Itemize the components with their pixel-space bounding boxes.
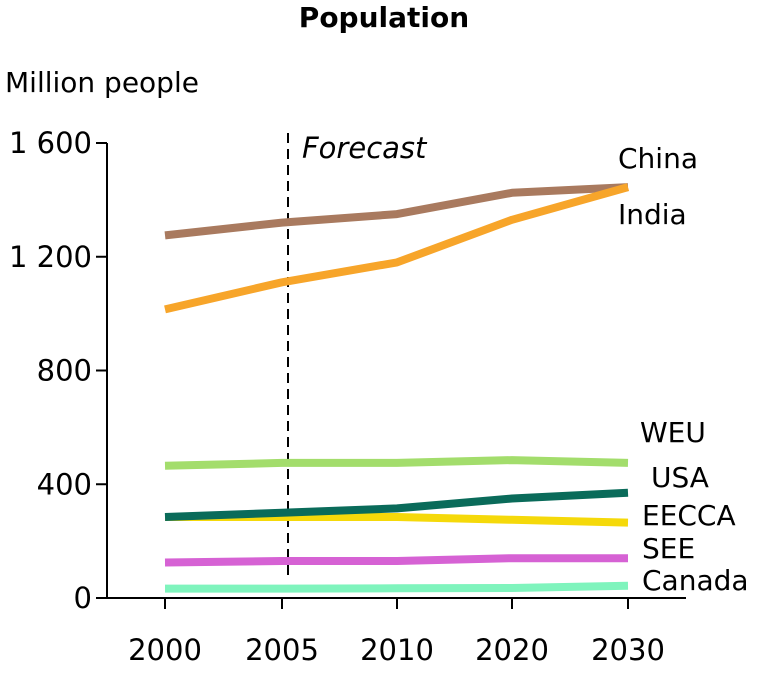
y-tick-label: 1 600: [9, 126, 92, 160]
series-label-china: China: [618, 142, 698, 175]
chart-title: Population: [299, 1, 469, 34]
forecast-label: Forecast: [302, 131, 428, 165]
series-label-canada: Canada: [642, 564, 749, 597]
y-tick-label: 800: [37, 354, 92, 388]
series-label-see: SEE: [642, 532, 695, 565]
series-label-eecca: EECCA: [642, 499, 736, 532]
series-label-usa: USA: [651, 461, 709, 494]
y-tick-label: 1 200: [9, 240, 92, 274]
series-line-china: [164, 183, 629, 240]
series-label-weu: WEU: [640, 416, 706, 449]
y-tick-label: 0: [74, 581, 92, 615]
x-tick-label: 2020: [475, 633, 549, 667]
series-lines: [164, 183, 630, 593]
x-tick-label: 2030: [591, 633, 665, 667]
series-label-india: India: [618, 198, 687, 231]
forecast-annotation: Forecast: [287, 131, 428, 578]
y-tick-label: 400: [37, 467, 92, 501]
series-line-usa: [164, 488, 629, 521]
series-line-see: [164, 554, 628, 567]
axes: 0 400 800 1 200 1 600 2000 2005 2010 2020 2030: [9, 126, 686, 667]
x-tick-label: 2000: [128, 633, 202, 667]
series-line-india: [164, 183, 630, 314]
x-tick-label: 2010: [360, 633, 434, 667]
series-line-weu: [164, 456, 629, 470]
x-tick-label: 2005: [245, 633, 319, 667]
y-axis-label: Million people: [5, 66, 199, 99]
series-line-canada: [165, 581, 629, 593]
